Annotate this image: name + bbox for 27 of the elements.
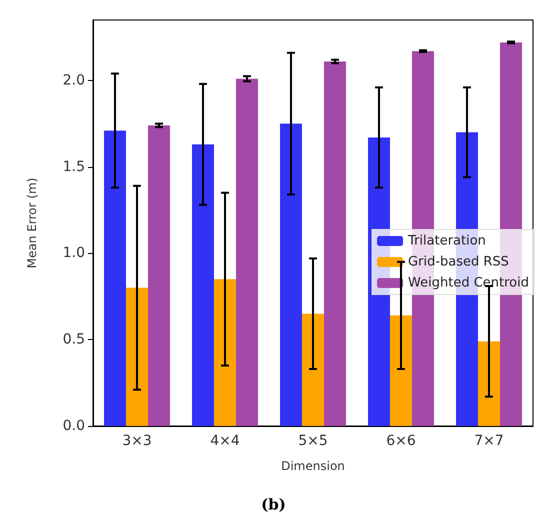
bar <box>214 279 236 426</box>
bar <box>104 130 126 426</box>
x-axis-title: Dimension <box>281 459 345 473</box>
y-tick-label: 1.5 <box>62 158 85 175</box>
x-tick-label: 5×5 <box>298 433 328 449</box>
y-tick-label: 2.0 <box>62 72 85 88</box>
x-tick-label: 4×4 <box>210 433 240 449</box>
x-tick-label: 6×6 <box>386 433 416 449</box>
y-axis-title: Mean Error (m) <box>25 178 39 268</box>
bar <box>302 314 324 426</box>
text: (b) <box>261 496 286 514</box>
bar <box>478 341 500 426</box>
y-tick-label: 0.0 <box>62 418 85 434</box>
bar <box>390 315 412 426</box>
bar <box>236 78 258 426</box>
y-tick-label: 0.5 <box>62 332 85 348</box>
bar <box>126 288 148 426</box>
bar <box>280 124 302 426</box>
y-tick-label: 1.0 <box>62 245 85 262</box>
legend-label: Grid-based RSS <box>408 254 509 270</box>
x-tick-label: 3×3 <box>122 433 152 449</box>
bar <box>192 144 214 426</box>
bar <box>324 61 346 426</box>
legend-label: Trilateration <box>407 234 486 248</box>
legend-label: Weighted Centroid <box>408 276 530 290</box>
bar <box>148 125 170 426</box>
x-tick-label: 7×7 <box>474 433 504 449</box>
